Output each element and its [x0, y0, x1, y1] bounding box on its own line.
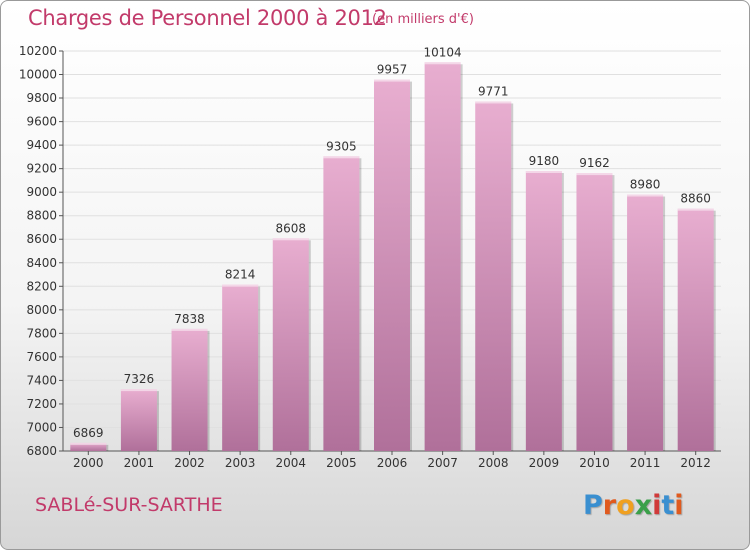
bar-highlight — [272, 238, 309, 241]
y-tick-label: 9000 — [26, 185, 57, 199]
bar-2008 — [475, 101, 512, 452]
y-tick-label: 8600 — [26, 232, 57, 246]
data-label: 9162 — [579, 156, 610, 170]
x-tick-label: 2004 — [275, 456, 306, 470]
bar-2002 — [171, 328, 208, 451]
chart-title: Charges de Personnel 2000 à 2012 — [28, 6, 387, 30]
bar-2010 — [576, 173, 613, 451]
data-label: 8980 — [630, 178, 661, 192]
y-tick-label: 7600 — [26, 350, 57, 364]
y-tick-label: 9600 — [26, 115, 57, 129]
bar-2007 — [424, 62, 461, 451]
proxiti-logo: Proxiti — [583, 490, 684, 521]
bar-highlight — [222, 284, 259, 287]
x-tick-label: 2007 — [427, 456, 458, 470]
city-name: SABLé-SUR-SARTHE — [35, 494, 223, 516]
y-tick-label: 7800 — [26, 326, 57, 340]
bar-highlight — [120, 389, 157, 392]
bar-2009 — [525, 171, 562, 451]
data-label: 8608 — [275, 221, 306, 235]
logo-letter: i — [674, 490, 684, 521]
x-tick-label: 2011 — [630, 456, 661, 470]
data-label: 9305 — [326, 139, 357, 153]
chart-subtitle: (en milliers d'€) — [372, 12, 474, 27]
y-tick-label: 7000 — [26, 420, 57, 434]
y-tick-label: 8200 — [26, 279, 57, 293]
bar-2003 — [222, 284, 259, 451]
data-label: 9957 — [377, 63, 408, 77]
bar-highlight — [171, 328, 208, 331]
y-tick-label: 8000 — [26, 303, 57, 317]
y-tick-label: 7400 — [26, 373, 57, 387]
bar-2012 — [677, 208, 714, 451]
bar-highlight — [525, 171, 562, 173]
data-label: 7838 — [174, 312, 205, 326]
data-label: 8860 — [680, 192, 711, 206]
y-tick-label: 6800 — [26, 444, 57, 458]
x-tick-label: 2003 — [225, 456, 256, 470]
y-tick-label: 10000 — [19, 68, 57, 82]
x-tick-label: 2006 — [377, 456, 408, 470]
x-tick-label: 2002 — [174, 456, 205, 470]
data-label: 6869 — [73, 426, 104, 440]
logo-letter: r — [602, 490, 617, 521]
x-tick-label: 2008 — [478, 456, 509, 470]
data-label: 8214 — [225, 268, 256, 282]
x-tick-label: 2000 — [73, 456, 104, 470]
y-tick-label: 10200 — [19, 44, 57, 58]
y-tick-label: 8400 — [26, 256, 57, 270]
x-tick-label: 2005 — [326, 456, 357, 470]
y-tick-label: 9200 — [26, 162, 57, 176]
bar-highlight — [323, 156, 360, 159]
bar-highlight — [677, 208, 714, 211]
data-label: 10104 — [424, 45, 462, 59]
logo-letter: o — [616, 490, 635, 521]
bar-highlight — [576, 173, 613, 176]
bar-highlight — [475, 101, 512, 104]
y-tick-label: 8800 — [26, 209, 57, 223]
logo-letter: i — [652, 490, 662, 521]
bar-2005 — [323, 156, 360, 451]
bar-2011 — [627, 194, 664, 451]
bar-2000 — [70, 442, 107, 451]
bar-highlight — [424, 62, 461, 65]
data-label: 7326 — [124, 372, 155, 386]
data-label: 9180 — [529, 154, 560, 168]
bar-2004 — [272, 238, 309, 451]
data-label: 9771 — [478, 84, 509, 98]
logo-letter: x — [634, 490, 653, 521]
y-tick-label: 9800 — [26, 91, 57, 105]
x-tick-label: 2010 — [579, 456, 610, 470]
x-tick-label: 2009 — [529, 456, 560, 470]
logo-letter: P — [583, 490, 603, 521]
y-tick-label: 7200 — [26, 397, 57, 411]
bar-2001 — [120, 389, 157, 451]
bar-highlight — [627, 194, 664, 197]
bar-2006 — [374, 79, 410, 452]
x-tick-label: 2012 — [680, 456, 711, 470]
bar-highlight — [70, 442, 107, 445]
x-tick-label: 2001 — [124, 456, 155, 470]
logo-letter: t — [661, 490, 675, 521]
y-tick-label: 9400 — [26, 138, 57, 152]
bar-highlight — [374, 79, 410, 82]
